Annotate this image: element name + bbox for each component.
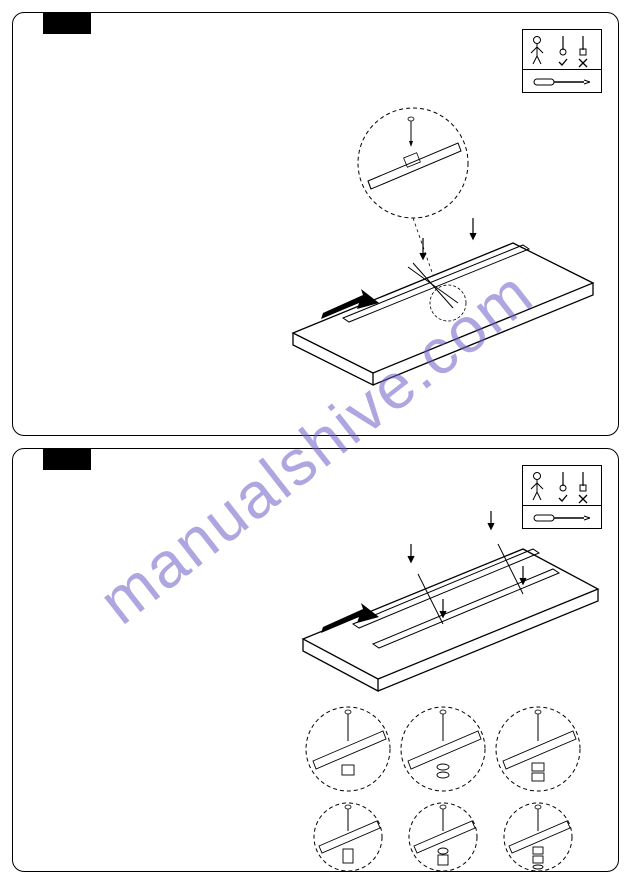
spacer-variant-3 xyxy=(496,707,580,791)
spacer-variant-2 xyxy=(401,707,485,791)
spacer-variant-6 xyxy=(504,803,572,871)
spacer-variant-1 xyxy=(306,707,390,791)
spacer-variant-4 xyxy=(314,803,382,871)
instruction-panel-1 xyxy=(12,12,619,436)
instruction-panel-2 xyxy=(12,448,619,872)
spacer-variant-5 xyxy=(409,803,477,871)
assembly-diagram-2 xyxy=(13,449,620,873)
assembly-diagram-1 xyxy=(13,13,620,437)
